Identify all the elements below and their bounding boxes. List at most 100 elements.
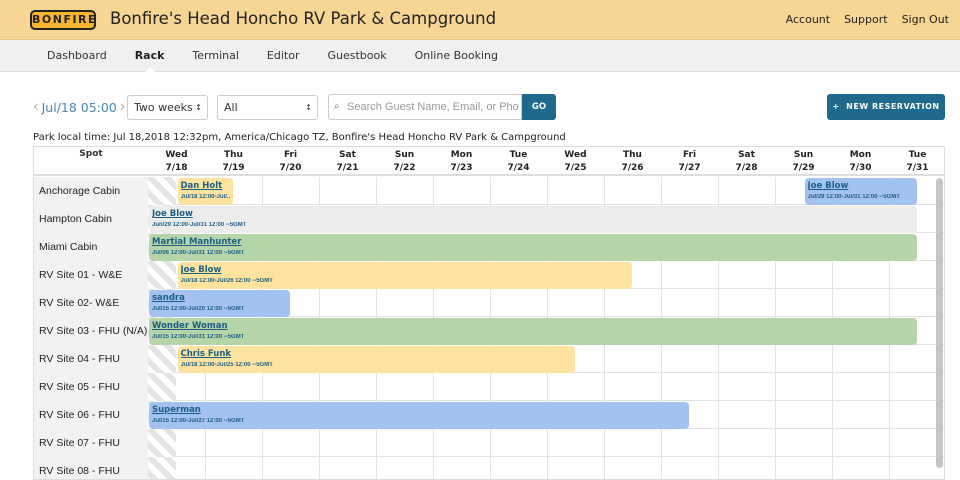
day-divider	[376, 457, 377, 479]
rack-row: RV Site 04 - FHU Chris Funk Jul/18 12:00-J…	[34, 345, 944, 373]
reservation-bar[interactable]: sandra Jul/15 12:00-Jul/20 12:00 --5GMT	[149, 290, 290, 317]
day-header: Sat 7/21	[319, 149, 376, 175]
day-of-week: Tue	[509, 150, 528, 160]
tab-rack[interactable]: Rack	[135, 40, 164, 72]
reservation-bar[interactable]: Chris Funk Jul/18 12:00-Jul/25 12:00 --5G…	[177, 346, 575, 373]
day-date: 7/22	[393, 163, 416, 173]
guest-name-link[interactable]: sandra	[152, 293, 185, 303]
day-of-week: Mon	[849, 150, 872, 160]
day-divider	[319, 177, 320, 205]
rack-grid: Spot Wed 7/18 Thu 7/19 Fri 7/20 Sat 7/21 Sun 7/22…	[33, 146, 945, 480]
day-divider	[490, 177, 491, 205]
spot-name[interactable]: RV Site 06 - FHU	[34, 401, 148, 429]
day-divider	[433, 429, 434, 457]
day-of-week: Fri	[682, 150, 697, 160]
tab-dashboard[interactable]: Dashboard	[47, 49, 107, 62]
past-time-hatch	[148, 457, 176, 479]
spot-name[interactable]: RV Site 03 - FHU (N/A)	[34, 317, 148, 345]
tab-online-booking[interactable]: Online Booking	[414, 49, 498, 62]
guest-name-link[interactable]: Wonder Woman	[152, 321, 228, 331]
day-divider	[319, 373, 320, 401]
guest-name-link[interactable]: Martial Manhunter	[152, 237, 242, 247]
day-divider	[718, 401, 719, 429]
day-date: 7/28	[735, 163, 758, 173]
top-bar: BONFIRE Bonfire's Head Honcho RV Park & …	[0, 0, 960, 40]
guest-name-link[interactable]: Joe Blow	[180, 265, 222, 275]
reservation-bar[interactable]: Joe Blow Jun/29 12:00-Jul/31 12:00 --5GMT	[149, 206, 917, 233]
plus-icon: +	[832, 102, 847, 111]
spot-name[interactable]: RV Site 01 - W&E	[34, 261, 148, 289]
day-divider	[889, 373, 890, 401]
past-time-hatch	[148, 261, 176, 289]
rack-row: RV Site 06 - FHU Superman Jul/15 12:00-Jul…	[34, 401, 944, 429]
day-divider	[661, 457, 662, 479]
day-header: Fri 7/27	[661, 149, 718, 175]
day-divider	[433, 373, 434, 401]
park-local-time: Park local time: Jul 18,2018 12:32pm, Am…	[33, 132, 566, 143]
day-divider	[889, 261, 890, 289]
new-reservation-button[interactable]: + NEW RESERVATION	[827, 94, 945, 120]
range-value: Two weeks	[134, 101, 193, 114]
spot-name[interactable]: Anchorage Cabin	[34, 177, 148, 205]
filter-select[interactable]: All ↕	[217, 95, 318, 120]
tab-terminal[interactable]: Terminal	[192, 49, 239, 62]
day-date: 7/27	[678, 163, 701, 173]
support-link[interactable]: Support	[844, 13, 888, 26]
spot-name[interactable]: Hampton Cabin	[34, 205, 148, 233]
spot-name[interactable]: RV Site 08 - FHU	[34, 457, 148, 479]
day-divider	[832, 401, 833, 429]
rack-row: RV Site 02- W&E sandra Jul/15 12:00-Jul/20…	[34, 289, 944, 317]
day-divider	[718, 177, 719, 205]
spot-name[interactable]: RV Site 05 - FHU	[34, 373, 148, 401]
day-of-week: Thu	[623, 150, 642, 160]
account-link[interactable]: Account	[785, 13, 831, 26]
day-divider	[832, 261, 833, 289]
day-header: Tue 7/24	[490, 149, 547, 175]
range-select[interactable]: Two weeks ↕	[127, 95, 208, 120]
spot-name[interactable]: RV Site 02- W&E	[34, 289, 148, 317]
bonfire-logo[interactable]: BONFIRE	[30, 10, 96, 30]
past-time-hatch	[148, 177, 176, 205]
reservation-bar[interactable]: Dan Holt Jul/18 12:00-Jul/...	[177, 178, 233, 205]
sign-out-link[interactable]: Sign Out	[901, 13, 949, 26]
current-date[interactable]: Jul/18 05:00	[41, 99, 117, 115]
reservation-bar[interactable]: Joe Blow Jul/18 12:00-Jul/26 12:00 --5GMT	[177, 262, 632, 289]
chevron-left-icon[interactable]: ‹	[33, 99, 39, 115]
spot-name[interactable]: RV Site 04 - FHU	[34, 345, 148, 373]
guest-name-link[interactable]: Joe Blow	[152, 209, 193, 219]
spot-name[interactable]: RV Site 07 - FHU	[34, 429, 148, 457]
reservation-bar[interactable]: Joe Blow Jul/29 12:00-Jul/31 12:00 --5GMT	[804, 178, 917, 205]
day-divider	[490, 373, 491, 401]
go-button[interactable]: GO	[522, 94, 556, 120]
past-time-hatch	[148, 429, 176, 457]
day-divider	[775, 457, 776, 479]
day-divider	[889, 289, 890, 317]
guest-name-link[interactable]: Joe Blow	[807, 181, 849, 191]
vertical-scrollbar[interactable]	[936, 178, 943, 468]
day-divider	[661, 345, 662, 373]
day-divider	[604, 289, 605, 317]
day-date: 7/18	[165, 163, 188, 173]
day-divider	[490, 457, 491, 479]
day-divider	[775, 401, 776, 429]
day-date: 7/21	[336, 163, 359, 173]
reservation-bar[interactable]: Superman Jul/15 12:00-Jul/27 12:00 --5GMT	[149, 402, 689, 429]
day-date: 7/26	[621, 163, 644, 173]
reservation-bar[interactable]: Martial Manhunter Jul/06 12:00-Jul/31 12:…	[149, 234, 917, 261]
day-of-week: Sun	[793, 150, 814, 160]
guest-name-link[interactable]: Chris Funk	[180, 349, 232, 359]
guest-name-link[interactable]: Superman	[152, 405, 201, 415]
day-divider	[832, 289, 833, 317]
day-header: Sun 7/22	[376, 149, 433, 175]
tab-editor[interactable]: Editor	[266, 49, 300, 62]
day-divider	[661, 373, 662, 401]
filter-value: All	[224, 101, 238, 114]
chevron-right-icon[interactable]: ›	[119, 99, 126, 115]
reservation-bar[interactable]: Wonder Woman Jul/15 12:00-Jul/31 12:00 --…	[149, 318, 917, 345]
spot-name[interactable]: Miami Cabin	[34, 233, 148, 261]
search-input[interactable]: ⌕ Search Guest Name, Email, or Phone	[328, 94, 522, 120]
tab-guestbook[interactable]: Guestbook	[327, 49, 387, 62]
reservation-dates: Jun/29 12:00-Jul/31 12:00 --5GMT	[152, 222, 247, 228]
guest-name-link[interactable]: Dan Holt	[180, 181, 223, 191]
day-divider	[376, 289, 377, 317]
